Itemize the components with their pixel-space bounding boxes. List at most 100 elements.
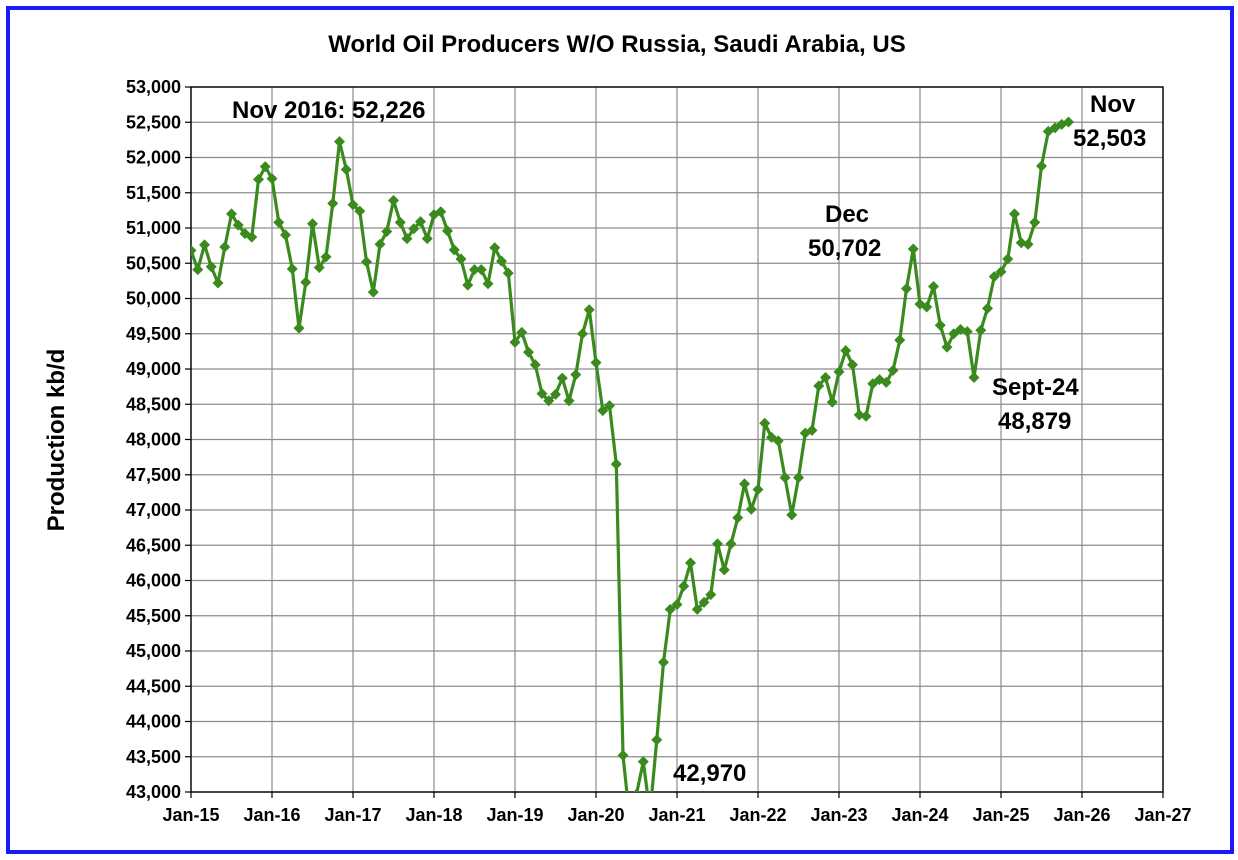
data-point-marker bbox=[826, 396, 838, 408]
x-tick-label: Jan-26 bbox=[1053, 805, 1110, 825]
data-point-marker bbox=[232, 219, 244, 231]
data-point-marker bbox=[1036, 160, 1047, 172]
data-point-marker bbox=[266, 173, 278, 185]
y-tick-label: 43,500 bbox=[126, 747, 181, 767]
data-point-marker bbox=[732, 512, 744, 524]
data-point-marker bbox=[502, 267, 514, 279]
data-point-marker bbox=[597, 405, 609, 417]
y-tick-label: 47,000 bbox=[126, 500, 181, 520]
data-point-marker bbox=[698, 596, 710, 608]
data-point-marker bbox=[982, 302, 993, 314]
data-point-marker bbox=[374, 238, 386, 250]
annotation-dec-value: 50,702 bbox=[808, 235, 881, 262]
data-point-marker bbox=[813, 380, 825, 392]
y-tick-label: 52,500 bbox=[126, 112, 181, 132]
data-point-marker bbox=[833, 366, 845, 378]
data-point-marker bbox=[779, 472, 791, 484]
data-point-marker bbox=[536, 388, 548, 400]
data-point-marker bbox=[367, 286, 379, 298]
data-point-marker bbox=[739, 478, 750, 490]
chart-title: World Oil Producers W/O Russia, Saudi Ar… bbox=[328, 31, 905, 58]
data-point-marker bbox=[745, 503, 757, 515]
data-point-marker bbox=[718, 564, 730, 576]
data-point-marker bbox=[887, 364, 899, 376]
data-point-marker bbox=[880, 376, 892, 388]
gridlines bbox=[190, 86, 1164, 793]
axes: 43,000 43,500 44,000 44,500 45,000 45,500 46,0… bbox=[126, 77, 1192, 825]
data-point-marker bbox=[712, 538, 723, 550]
data-point-marker bbox=[313, 261, 325, 273]
x-tick-label: Jan-23 bbox=[810, 805, 867, 825]
data-point-marker bbox=[212, 277, 224, 289]
data-point-marker bbox=[259, 161, 271, 173]
y-tick-label: 48,000 bbox=[126, 430, 181, 450]
data-point-marker bbox=[1009, 208, 1020, 220]
data-point-marker bbox=[921, 301, 933, 313]
data-point-marker bbox=[907, 243, 919, 255]
data-point-marker bbox=[685, 557, 696, 569]
data-point-marker bbox=[934, 319, 946, 331]
data-point-marker bbox=[273, 216, 285, 228]
data-point-marker bbox=[752, 484, 764, 496]
y-tick-label: 46,000 bbox=[126, 571, 181, 591]
data-point-marker bbox=[448, 244, 460, 256]
data-point-marker bbox=[840, 345, 852, 357]
data-point-marker bbox=[1022, 238, 1034, 250]
y-tick-label: 43,000 bbox=[126, 782, 181, 802]
data-point-marker bbox=[361, 256, 372, 268]
data-point-marker bbox=[691, 603, 703, 615]
data-point-marker bbox=[570, 369, 582, 381]
y-tick-label: 48,500 bbox=[126, 394, 181, 414]
data-point-marker bbox=[988, 271, 1000, 283]
data-point-marker bbox=[219, 241, 231, 253]
data-point-marker bbox=[347, 199, 359, 211]
chart-frame bbox=[6, 6, 1234, 854]
data-point-marker bbox=[1063, 116, 1074, 128]
data-point-marker bbox=[658, 656, 669, 668]
data-point-marker bbox=[415, 216, 426, 228]
data-point-marker bbox=[401, 233, 413, 245]
data-point-marker bbox=[975, 324, 987, 336]
data-point-marker bbox=[307, 218, 318, 230]
data-point-marker bbox=[205, 261, 217, 273]
data-point-marker bbox=[633, 788, 640, 792]
data-point-marker bbox=[806, 424, 818, 436]
data-point-marker bbox=[455, 253, 467, 265]
data-point-marker bbox=[820, 371, 831, 383]
x-tick-label: Jan-25 bbox=[972, 805, 1029, 825]
y-tick-label: 52,000 bbox=[126, 148, 181, 168]
y-tick-label: 49,500 bbox=[126, 324, 181, 344]
data-point-marker bbox=[894, 334, 906, 346]
data-point-marker bbox=[786, 509, 798, 521]
x-tick-label: Jan-24 bbox=[891, 805, 948, 825]
data-point-marker bbox=[847, 359, 858, 371]
data-point-marker bbox=[246, 231, 258, 243]
x-tick-label: Jan-27 bbox=[1134, 805, 1191, 825]
data-point-marker bbox=[340, 163, 352, 175]
data-point-marker bbox=[617, 749, 629, 761]
data-point-marker bbox=[381, 226, 393, 238]
annotation-peak-2016: Nov 2016: 52,226 bbox=[232, 97, 425, 124]
y-tick-label: 44,000 bbox=[126, 712, 181, 732]
y-tick-label: 44,500 bbox=[126, 676, 181, 696]
y-tick-label: 47,500 bbox=[126, 465, 181, 485]
data-point-marker bbox=[192, 264, 204, 276]
y-tick-label: 49,000 bbox=[126, 359, 181, 379]
annotations: Nov 2016: 52,226 Dec 50,702 Nov 52,503 S… bbox=[232, 91, 1146, 787]
data-point-marker bbox=[388, 195, 399, 207]
data-point-marker bbox=[286, 263, 298, 275]
data-point-marker bbox=[637, 756, 649, 768]
data-point-marker bbox=[354, 205, 366, 217]
data-point-marker bbox=[516, 326, 528, 338]
annotation-trough-value: 42,970 bbox=[673, 760, 746, 787]
data-point-marker bbox=[253, 173, 264, 185]
data-point-marker bbox=[475, 264, 487, 276]
data-point-marker bbox=[421, 233, 433, 245]
data-point-marker bbox=[509, 336, 521, 348]
data-point-marker bbox=[226, 208, 237, 220]
data-point-marker bbox=[199, 239, 210, 251]
x-tick-label: Jan-20 bbox=[567, 805, 624, 825]
data-point-marker bbox=[334, 136, 345, 148]
data-point-marker bbox=[705, 589, 717, 601]
